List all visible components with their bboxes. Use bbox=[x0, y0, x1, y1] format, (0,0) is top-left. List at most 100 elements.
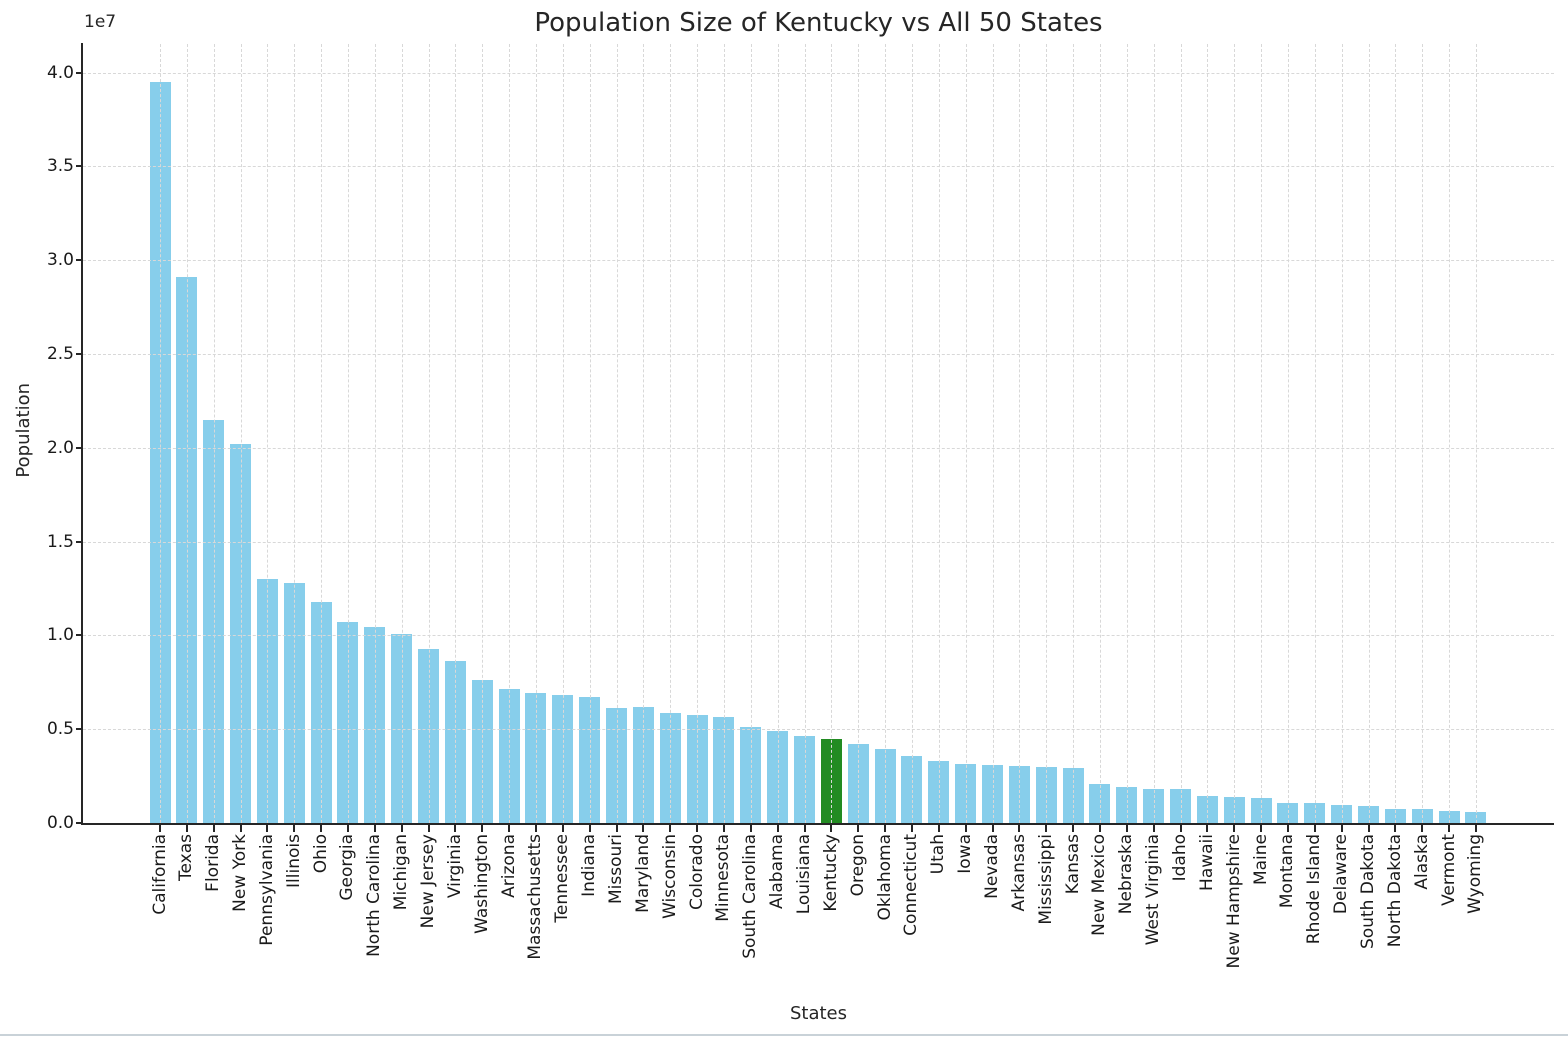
xtick-label-washington: Washington bbox=[471, 834, 492, 934]
x-tick-mark bbox=[266, 825, 269, 832]
x-tick-mark bbox=[239, 825, 242, 832]
vertical-gridline bbox=[831, 44, 833, 823]
xtick-label-texas: Texas bbox=[176, 834, 197, 881]
vertical-gridline bbox=[992, 44, 994, 823]
xtick-label-wyoming: Wyoming bbox=[1465, 834, 1486, 914]
chart-title: Population Size of Kentucky vs All 50 St… bbox=[534, 8, 1103, 38]
x-tick-mark bbox=[1045, 825, 1048, 832]
xtick-label-virginia: Virginia bbox=[444, 834, 465, 899]
x-tick-mark bbox=[884, 825, 887, 832]
xtick-label-rhode-island: Rhode Island bbox=[1304, 834, 1325, 945]
vertical-gridline bbox=[1368, 44, 1370, 823]
y-axis-offset-label: 1e7 bbox=[84, 12, 117, 32]
vertical-gridline bbox=[723, 44, 725, 823]
xtick-label-arkansas: Arkansas bbox=[1008, 834, 1029, 912]
y-tick-mark bbox=[76, 540, 83, 543]
x-tick-mark bbox=[937, 825, 940, 832]
vertical-gridline bbox=[1314, 44, 1316, 823]
horizontal-gridline bbox=[83, 447, 1554, 449]
x-tick-mark bbox=[615, 825, 618, 832]
x-tick-mark bbox=[454, 825, 457, 832]
x-tick-mark bbox=[508, 825, 511, 832]
x-tick-mark bbox=[830, 825, 833, 832]
vertical-gridline bbox=[1180, 44, 1182, 823]
vertical-gridline bbox=[697, 44, 699, 823]
vertical-gridline bbox=[1153, 44, 1155, 823]
xtick-label-tennessee: Tennessee bbox=[552, 834, 573, 923]
x-tick-mark bbox=[185, 825, 188, 832]
ytick-label-2.5: 2.5 bbox=[46, 344, 74, 364]
horizontal-gridline bbox=[83, 635, 1554, 637]
x-tick-mark bbox=[1152, 825, 1155, 832]
xtick-label-oregon: Oregon bbox=[847, 834, 868, 897]
y-tick-mark bbox=[76, 353, 83, 355]
xtick-label-arizona: Arizona bbox=[498, 834, 519, 898]
x-tick-mark bbox=[212, 825, 215, 832]
vertical-gridline bbox=[616, 44, 618, 823]
vertical-gridline bbox=[1261, 44, 1263, 823]
y-tick-mark bbox=[76, 71, 83, 74]
horizontal-gridline bbox=[83, 72, 1554, 74]
x-tick-mark bbox=[1448, 825, 1451, 832]
vertical-gridline bbox=[643, 44, 645, 823]
y-axis-title: Population bbox=[13, 383, 34, 478]
x-tick-mark bbox=[776, 825, 779, 832]
vertical-gridline bbox=[160, 44, 161, 823]
vertical-gridline bbox=[1099, 44, 1101, 823]
x-tick-mark bbox=[964, 825, 967, 832]
y-tick-mark bbox=[76, 728, 83, 731]
ytick-label-3.0: 3.0 bbox=[46, 250, 74, 271]
x-tick-mark bbox=[803, 825, 806, 832]
vertical-gridline bbox=[186, 44, 188, 823]
x-axis-title: States bbox=[789, 1003, 848, 1024]
xtick-label-florida: Florida bbox=[203, 834, 224, 892]
x-tick-mark bbox=[749, 825, 752, 832]
xtick-label-nebraska: Nebraska bbox=[1116, 834, 1137, 915]
xtick-label-louisiana: Louisiana bbox=[794, 834, 815, 915]
vertical-gridline bbox=[347, 44, 349, 823]
xtick-label-massachusetts: Massachusetts bbox=[525, 834, 546, 960]
ytick-label-1.5: 1.5 bbox=[46, 531, 74, 552]
vertical-gridline bbox=[1475, 44, 1477, 823]
horizontal-gridline bbox=[83, 354, 1554, 355]
xtick-label-oklahoma: Oklahoma bbox=[874, 834, 895, 921]
ytick-label-0.5: 0.5 bbox=[46, 719, 74, 740]
vertical-gridline bbox=[1287, 44, 1289, 823]
ytick-label-4.0: 4.0 bbox=[46, 62, 74, 83]
xtick-label-california: California bbox=[149, 834, 170, 915]
xtick-label-new-mexico: New Mexico bbox=[1089, 834, 1110, 936]
xtick-label-mississippi: Mississippi bbox=[1035, 834, 1056, 925]
y-tick-mark bbox=[76, 165, 83, 168]
xtick-label-pennsylvania: Pennsylvania bbox=[256, 834, 277, 946]
x-tick-mark bbox=[1367, 825, 1370, 832]
horizontal-gridline bbox=[83, 541, 1554, 543]
xtick-label-new-hampshire: New Hampshire bbox=[1223, 834, 1244, 969]
vertical-gridline bbox=[482, 44, 484, 823]
x-tick-mark bbox=[1233, 825, 1236, 832]
xtick-label-alabama: Alabama bbox=[767, 834, 788, 909]
ytick-label-2.0: 2.0 bbox=[46, 437, 74, 458]
x-tick-mark bbox=[1313, 825, 1316, 832]
x-tick-mark bbox=[373, 825, 376, 832]
xtick-label-new-york: New York bbox=[230, 834, 251, 912]
vertical-gridline bbox=[535, 44, 537, 823]
x-tick-mark bbox=[1018, 825, 1021, 832]
x-tick-mark bbox=[427, 825, 430, 832]
x-tick-mark bbox=[722, 825, 725, 832]
vertical-gridline bbox=[750, 44, 752, 823]
xtick-label-west-virginia: West Virginia bbox=[1143, 834, 1164, 946]
xtick-label-wisconsin: Wisconsin bbox=[659, 834, 680, 919]
horizontal-gridline bbox=[83, 166, 1554, 168]
vertical-gridline bbox=[1073, 44, 1075, 823]
y-axis-spine bbox=[81, 43, 83, 825]
vertical-gridline bbox=[911, 44, 913, 823]
vertical-gridline bbox=[1234, 44, 1236, 823]
vertical-gridline bbox=[213, 44, 215, 823]
xtick-label-hawaii: Hawaii bbox=[1196, 834, 1217, 891]
y-tick-mark bbox=[76, 259, 83, 262]
x-tick-mark bbox=[534, 825, 537, 832]
vertical-gridline bbox=[1019, 44, 1021, 823]
x-tick-mark bbox=[159, 825, 161, 832]
vertical-gridline bbox=[562, 44, 564, 823]
vertical-gridline bbox=[1395, 44, 1397, 823]
